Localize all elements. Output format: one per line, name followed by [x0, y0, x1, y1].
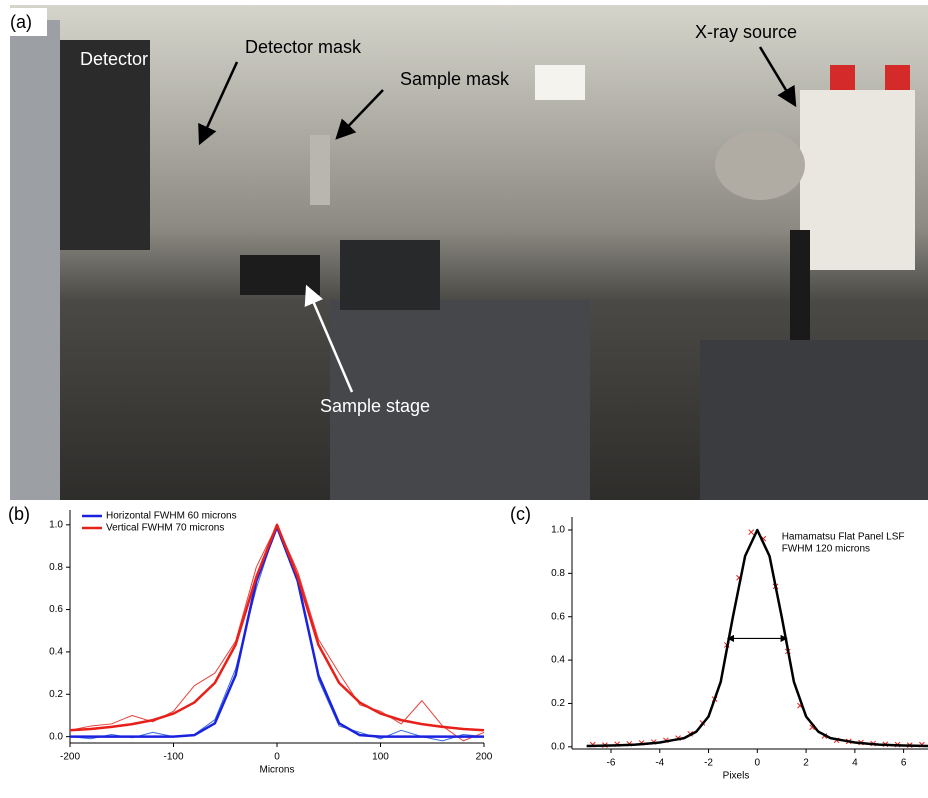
photo: (a) Detector Detector mask Sample mask X… [5, 5, 928, 500]
panel-label-bg [507, 503, 541, 529]
y-tick-label: 0.6 [551, 611, 565, 622]
y-tick-label: 0.8 [551, 568, 565, 579]
annotation: X-ray source [695, 22, 797, 42]
panel-label: (b) [8, 504, 30, 524]
line [69, 524, 485, 742]
x-tick-label: -2 [704, 758, 713, 769]
y-tick-label: 1.0 [551, 525, 565, 536]
x-tick-label: 6 [901, 758, 907, 769]
panel-label-bg [5, 503, 39, 529]
line [69, 523, 485, 732]
annotation: Detector mask [245, 37, 362, 57]
x-tick-label: 0 [755, 758, 761, 769]
annotation: Sample stage [320, 396, 430, 416]
annotation: Detector [80, 49, 148, 69]
y-tick-label: 0.0 [551, 741, 565, 752]
x-axis-label: Microns [259, 765, 294, 776]
x-tick-label: 2 [803, 758, 809, 769]
x-tick-label: -4 [655, 758, 664, 769]
panel-label: (a) [10, 12, 32, 32]
arrow [304, 284, 354, 393]
annotation: Sample mask [400, 69, 510, 89]
legend-label: Vertical FWHM 70 microns [106, 523, 224, 534]
x-tick-label: 100 [372, 752, 389, 763]
x-axis-label: Pixels [723, 771, 750, 782]
annotation: FWHM 120 microns [782, 544, 870, 555]
x-tick-label: 4 [852, 758, 858, 769]
y-tick-label: 0.4 [49, 647, 63, 658]
y-tick-label: 0.6 [49, 604, 63, 615]
line [70, 525, 484, 738]
x-tick-label: -6 [607, 758, 616, 769]
legend-label: Horizontal FWHM 60 microns [106, 511, 237, 522]
x-tick-label: 0 [274, 752, 280, 763]
arrow [335, 89, 384, 140]
y-tick-label: 0.4 [551, 655, 565, 666]
arrow [758, 46, 797, 108]
x-tick-label: -200 [60, 752, 80, 763]
y-tick-label: 1.0 [49, 519, 63, 530]
panel-label: (c) [510, 504, 531, 524]
data-point [748, 529, 755, 536]
y-tick-label: 0.2 [49, 689, 63, 700]
x-tick-label: -100 [163, 752, 183, 763]
arrow [198, 61, 239, 146]
chart: (b) 0.0 0.2 0.4 0.6 0.8 1.0 -200 -100 0 100 200 Micr… [5, 503, 493, 776]
x-tick-label: 200 [476, 752, 493, 763]
line [586, 528, 928, 748]
y-tick-label: 0.8 [49, 562, 63, 573]
line [69, 524, 485, 742]
annotation: Hamamatsu Flat Panel LSF [782, 532, 905, 543]
y-tick-label: 0.0 [49, 731, 63, 742]
y-tick-label: 0.2 [551, 698, 565, 709]
chart: (c) 0.0 0.2 0.4 0.6 0.8 1.0 -6 -4 -2 0 2 4 6 Pixels Ham… [507, 503, 928, 782]
